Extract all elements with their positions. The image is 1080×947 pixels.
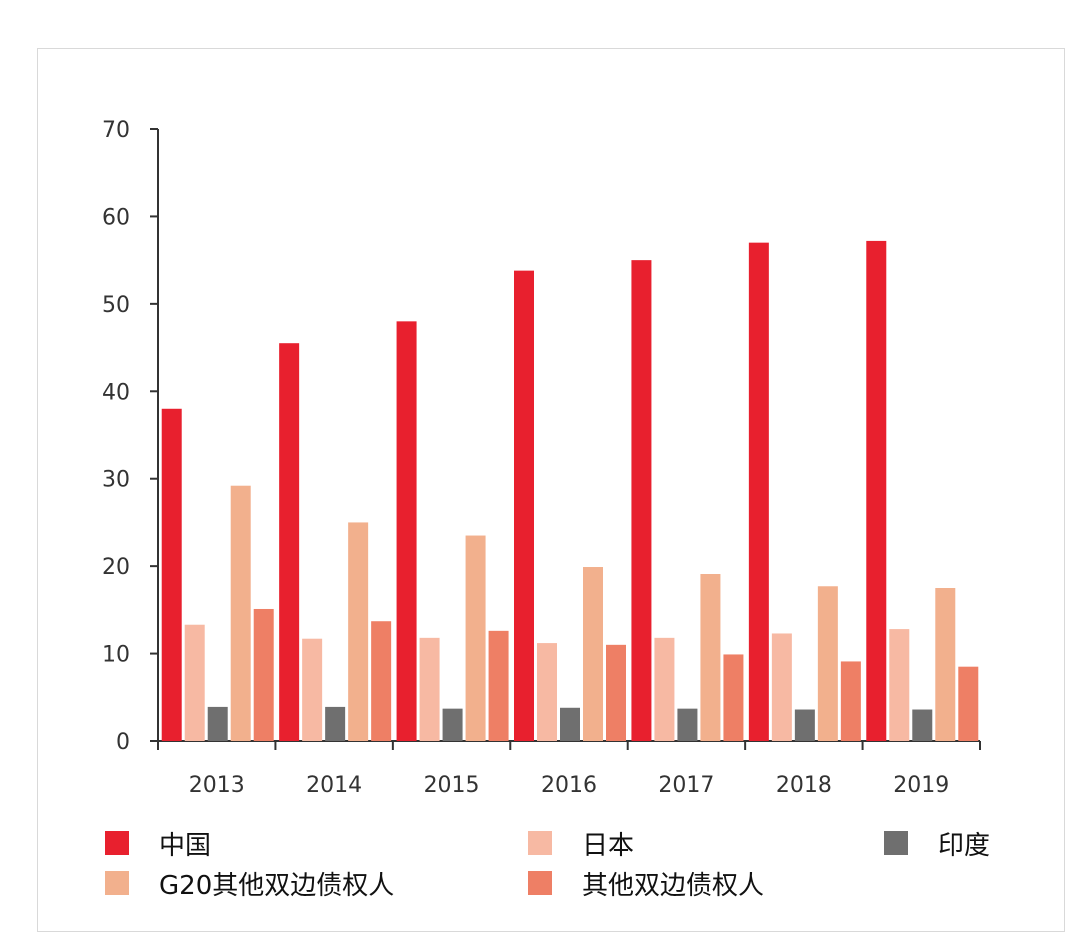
- bar-g20-other-2018: [817, 586, 838, 741]
- bar-japan-2014: [302, 638, 323, 741]
- bar-india-2013: [207, 706, 228, 741]
- bar-g20-other-2014: [348, 522, 369, 741]
- bar-china-2018: [748, 242, 769, 741]
- bar-g20-other-2015: [465, 535, 486, 741]
- bar-japan-2017: [654, 637, 675, 741]
- y-tick-label: 20: [102, 555, 130, 580]
- x-tick-label: 2018: [776, 773, 832, 798]
- x-tick-label: 2016: [541, 773, 597, 798]
- bar-other-bilateral-2018: [840, 661, 861, 741]
- bar-japan-2015: [419, 637, 440, 741]
- bar-japan-2018: [771, 633, 792, 741]
- bar-other-bilateral-2013: [253, 608, 274, 741]
- y-tick-label: 60: [102, 205, 130, 230]
- tick-labels: 0 10 20 30 40 50 60 70 2013 2014 2015 2016 2017 2018 2…: [102, 118, 949, 798]
- bar-china-2015: [396, 321, 417, 741]
- y-tick-label: 40: [102, 380, 130, 405]
- chart-frame: [37, 48, 1065, 932]
- bar-china-2013: [161, 408, 182, 741]
- x-tick-label: 2014: [306, 773, 362, 798]
- bar-china-2016: [514, 270, 534, 741]
- bar-india-2015: [442, 708, 463, 741]
- bar-india-2017: [677, 708, 698, 741]
- bar-other-bilateral-2015: [488, 630, 509, 741]
- y-tick-label: 70: [102, 118, 130, 143]
- bar-japan-2019: [889, 629, 910, 741]
- axes: [150, 128, 981, 750]
- x-tick-label: 2015: [424, 773, 480, 798]
- y-tick-label: 0: [116, 730, 130, 755]
- y-tick-label: 10: [102, 643, 130, 668]
- bar-china-2017: [631, 260, 652, 741]
- bar-india-2019: [912, 709, 933, 741]
- bar-other-bilateral-2017: [723, 654, 744, 741]
- bar-other-bilateral-2014: [371, 621, 392, 741]
- bar-g20-other-2017: [700, 574, 721, 741]
- bar-other-bilateral-2019: [958, 666, 979, 741]
- bars: [161, 240, 979, 741]
- bar-japan-2013: [184, 624, 205, 741]
- bar-japan-2016: [537, 643, 557, 741]
- bar-india-2016: [560, 707, 580, 741]
- x-tick-label: 2019: [893, 773, 949, 798]
- bar-india-2014: [325, 706, 346, 741]
- bar-other-bilateral-2016: [606, 644, 626, 741]
- y-tick-label: 30: [102, 468, 130, 493]
- x-tick-label: 2013: [189, 773, 245, 798]
- y-tick-label: 50: [102, 293, 130, 318]
- bar-g20-other-2013: [230, 485, 251, 741]
- bar-india-2018: [794, 709, 815, 741]
- x-tick-label: 2017: [658, 773, 714, 798]
- bar-g20-other-2019: [935, 588, 956, 741]
- bar-china-2014: [279, 343, 300, 741]
- bar-g20-other-2016: [583, 567, 603, 741]
- bar-china-2019: [866, 240, 887, 741]
